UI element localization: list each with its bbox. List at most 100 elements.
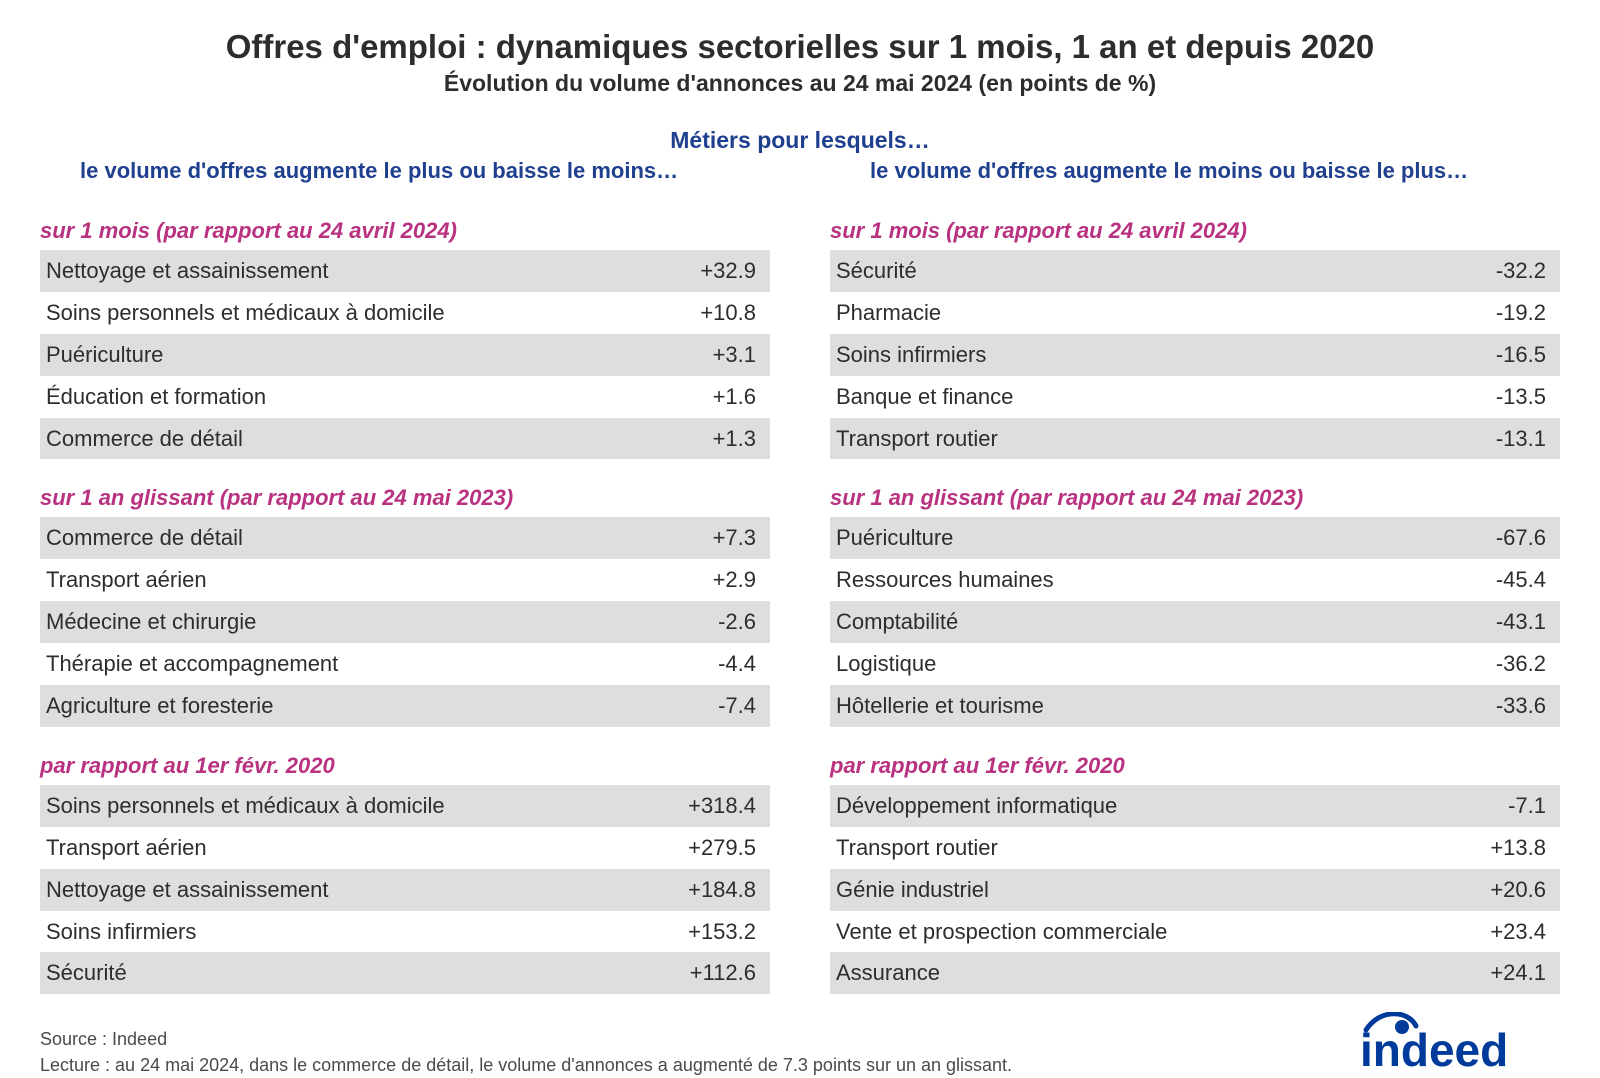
section: sur 1 an glissant (par rapport au 24 mai… — [40, 481, 770, 726]
figure-footer: Source : Indeed Lecture : au 24 mai 2024… — [40, 994, 1560, 1078]
row-label: Assurance — [836, 957, 940, 989]
row-value: +153.2 — [688, 916, 760, 948]
row-value: -4.4 — [718, 648, 760, 680]
svg-text:indeed: indeed — [1360, 1024, 1508, 1074]
right-column: le volume d'offres augmente le moins ou … — [830, 156, 1560, 994]
table-row: Médecine et chirurgie -2.6 — [40, 601, 770, 643]
row-value: -13.1 — [1496, 423, 1550, 455]
row-label: Banque et finance — [836, 381, 1013, 413]
table-row: Sécurité +112.6 — [40, 952, 770, 994]
row-label: Développement informatique — [836, 790, 1117, 822]
table-row: Hôtellerie et tourisme-33.6 — [830, 685, 1560, 727]
row-label: Vente et prospection commerciale — [836, 916, 1167, 948]
row-label: Soins infirmiers — [836, 339, 986, 371]
table-row: Pharmacie -19.2 — [830, 292, 1560, 334]
left-column: le volume d'offres augmente le plus ou b… — [40, 156, 770, 994]
figure-subtitle: Évolution du volume d'annonces au 24 mai… — [40, 70, 1560, 97]
row-label: Nettoyage et assainissement — [46, 874, 329, 906]
row-label: Génie industriel — [836, 874, 989, 906]
row-label: Médecine et chirurgie — [46, 606, 256, 638]
section: par rapport au 1er févr. 2020Développeme… — [830, 749, 1560, 994]
row-value: -19.2 — [1496, 297, 1550, 329]
figure-title: Offres d'emploi : dynamiques sectorielle… — [40, 28, 1560, 66]
row-value: -7.1 — [1508, 790, 1550, 822]
indeed-logo: indeed — [1360, 1012, 1560, 1078]
row-label: Commerce de détail — [46, 522, 243, 554]
row-value: +32.9 — [700, 255, 760, 287]
row-label: Ressources humaines — [836, 564, 1054, 596]
table-row: Comptabilité -43.1 — [830, 601, 1560, 643]
table-row: Commerce de détail+7.3 — [40, 517, 770, 559]
row-value: -2.6 — [718, 606, 760, 638]
row-value: -16.5 — [1496, 339, 1550, 371]
row-value: -32.2 — [1496, 255, 1550, 287]
row-value: +23.4 — [1490, 916, 1550, 948]
row-value: -7.4 — [718, 690, 760, 722]
row-value: +279.5 — [688, 832, 760, 864]
section-title: sur 1 mois (par rapport au 24 avril 2024… — [40, 214, 770, 250]
row-value: +318.4 — [688, 790, 760, 822]
row-label: Transport aérien — [46, 832, 207, 864]
table-row: Éducation et formation +1.6 — [40, 376, 770, 418]
left-column-header: le volume d'offres augmente le plus ou b… — [40, 156, 770, 192]
footnotes: Source : Indeed Lecture : au 24 mai 2024… — [40, 1026, 1012, 1078]
row-value: -36.2 — [1496, 648, 1550, 680]
table-row: Développement informatique -7.1 — [830, 785, 1560, 827]
row-value: -45.4 — [1496, 564, 1550, 596]
row-label: Soins personnels et médicaux à domicile — [46, 297, 445, 329]
row-label: Transport aérien — [46, 564, 207, 596]
row-value: +3.1 — [713, 339, 760, 371]
row-value: +24.1 — [1490, 957, 1550, 989]
table-row: Soins personnels et médicaux à domicile +… — [40, 785, 770, 827]
columns-supheader: Métiers pour lesquels… — [40, 127, 1560, 154]
row-value: +2.9 — [713, 564, 760, 596]
row-label: Soins personnels et médicaux à domicile — [46, 790, 445, 822]
table-row: Soins personnels et médicaux à domicile +… — [40, 292, 770, 334]
row-label: Thérapie et accompagnement — [46, 648, 338, 680]
section-title: sur 1 an glissant (par rapport au 24 mai… — [40, 481, 770, 517]
section-title: par rapport au 1er févr. 2020 — [830, 749, 1560, 785]
table-row: Transport aérien +2.9 — [40, 559, 770, 601]
row-label: Hôtellerie et tourisme — [836, 690, 1044, 722]
table-row: Nettoyage et assainissement+184.8 — [40, 869, 770, 911]
row-label: Puériculture — [836, 522, 953, 554]
row-label: Puériculture — [46, 339, 163, 371]
table-row: Vente et prospection commerciale +23.4 — [830, 911, 1560, 953]
section: sur 1 mois (par rapport au 24 avril 2024… — [40, 214, 770, 459]
table-row: Soins infirmiers -16.5 — [830, 334, 1560, 376]
table-row: Génie industriel +20.6 — [830, 869, 1560, 911]
row-label: Pharmacie — [836, 297, 941, 329]
row-value: -43.1 — [1496, 606, 1550, 638]
row-value: +20.6 — [1490, 874, 1550, 906]
table-row: Sécurité -32.2 — [830, 250, 1560, 292]
row-label: Transport routier — [836, 832, 998, 864]
row-label: Commerce de détail — [46, 423, 243, 455]
row-label: Transport routier — [836, 423, 998, 455]
table-row: Puériculture-67.6 — [830, 517, 1560, 559]
table-row: Thérapie et accompagnement -4.4 — [40, 643, 770, 685]
row-label: Éducation et formation — [46, 381, 266, 413]
table-row: Transport routier -13.1 — [830, 418, 1560, 460]
table-row: Assurance +24.1 — [830, 952, 1560, 994]
row-value: -13.5 — [1496, 381, 1550, 413]
section-title: par rapport au 1er févr. 2020 — [40, 749, 770, 785]
table-row: Ressources humaines -45.4 — [830, 559, 1560, 601]
row-value: +1.6 — [713, 381, 760, 413]
row-label: Sécurité — [836, 255, 917, 287]
section: par rapport au 1er févr. 2020Soins perso… — [40, 749, 770, 994]
row-value: +10.8 — [700, 297, 760, 329]
row-value: +1.3 — [713, 423, 760, 455]
section: sur 1 an glissant (par rapport au 24 mai… — [830, 481, 1560, 726]
section-title: sur 1 an glissant (par rapport au 24 mai… — [830, 481, 1560, 517]
row-label: Sécurité — [46, 957, 127, 989]
source-line: Source : Indeed — [40, 1026, 1012, 1052]
table-row: Banque et finance -13.5 — [830, 376, 1560, 418]
table-row: Logistique -36.2 — [830, 643, 1560, 685]
row-label: Soins infirmiers — [46, 916, 196, 948]
row-label: Logistique — [836, 648, 936, 680]
row-value: +112.6 — [690, 957, 760, 989]
lecture-line: Lecture : au 24 mai 2024, dans le commer… — [40, 1052, 1012, 1078]
section-title: sur 1 mois (par rapport au 24 avril 2024… — [830, 214, 1560, 250]
row-label: Comptabilité — [836, 606, 958, 638]
table-row: Soins infirmiers +153.2 — [40, 911, 770, 953]
